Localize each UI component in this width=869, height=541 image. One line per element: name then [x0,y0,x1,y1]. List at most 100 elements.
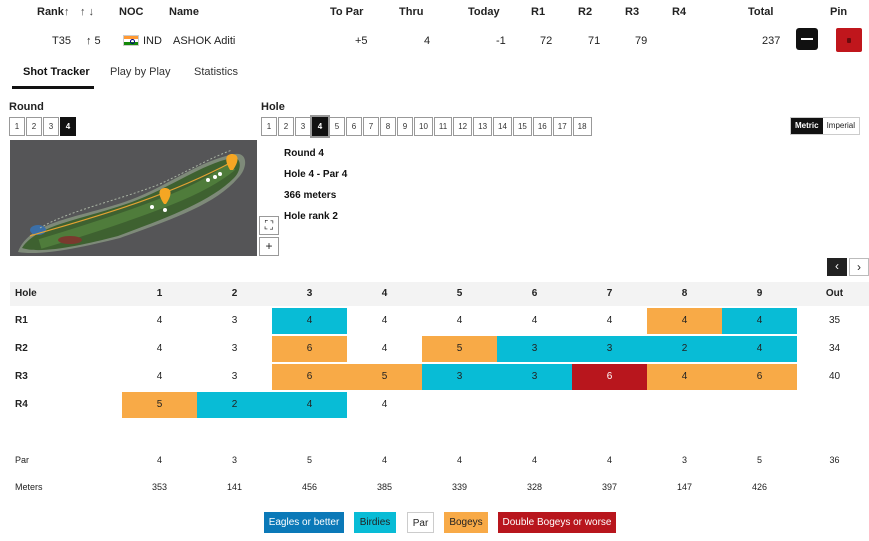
score-cell: 4 [647,364,722,390]
hole-button-13[interactable]: 13 [473,117,493,136]
par-value: 5 [306,455,312,465]
hole-column-6: 6 [531,288,538,299]
rank-header[interactable]: Rank [37,6,64,18]
meters-value: 426 [751,482,768,492]
meters-value: 353 [151,482,168,492]
hole-button-17[interactable]: 17 [552,117,572,136]
hole-button-2[interactable]: 2 [278,117,294,136]
score-cell [722,392,797,418]
par-label: Par [15,455,30,465]
score-cell: 6 [272,364,347,390]
hole-column-header: Hole [15,288,37,299]
hole-map-graphic [10,140,257,256]
rank-movement: ↑ 5 [86,35,101,47]
score-cell: 3 [231,315,238,326]
collapse-button[interactable] [796,28,818,50]
meters-value: 339 [451,482,468,492]
pin-header: Pin [830,6,848,18]
hole-button-4[interactable]: 4 [310,115,330,138]
round-row-label: R1 [15,315,28,326]
hole-button-5[interactable]: 5 [329,117,345,136]
prev-arrow-icon[interactable]: ‹ [827,258,847,276]
score-cell [422,392,497,418]
score-cell: 4 [272,392,347,418]
par-out: 36 [829,455,840,465]
hole-button-18[interactable]: 18 [572,117,592,136]
hole-button-9[interactable]: 9 [397,117,413,136]
par-value: 3 [681,455,687,465]
hole-button-1[interactable]: 1 [261,117,277,136]
hole-button-6[interactable]: 6 [346,117,362,136]
round-row-label: R3 [15,371,28,382]
move-sort-icon[interactable]: ↑ ↓ [80,6,95,18]
score-cell: 2 [197,392,272,418]
round-button-4[interactable]: 4 [60,117,76,136]
hole-button-7[interactable]: 7 [363,117,379,136]
score-cell: 4 [156,343,163,354]
total-header: Total [748,6,774,18]
score-cell: 2 [647,336,722,362]
meters-value: 141 [226,482,243,492]
round-selector: 1 2 3 4 [9,117,77,136]
out-total-cell: 35 [828,315,841,326]
score-cell: 3 [572,336,647,362]
score-cell: 4 [272,308,347,334]
score-cell: 4 [156,371,163,382]
meters-value: 385 [376,482,393,492]
rank-sort-icon[interactable]: ↑ [64,6,70,18]
player-r2: 71 [588,35,601,47]
score-cell: 4 [381,315,388,326]
round-row-label: R4 [15,399,28,410]
par-value: 4 [381,455,387,465]
hole-button-8[interactable]: 8 [380,117,396,136]
round-button-3[interactable]: 3 [43,117,59,136]
out-column-header: Out [825,288,844,299]
hole-button-15[interactable]: 15 [512,117,532,136]
player-name[interactable]: ASHOK Aditi [173,35,236,47]
par-value: 3 [231,455,237,465]
round-button-1[interactable]: 1 [9,117,25,136]
round-label: Round [9,101,44,113]
out-total-cell: 40 [828,371,841,382]
score-cell: 4 [156,315,163,326]
player-noc: IND [143,35,162,47]
hole-button-14[interactable]: 14 [493,117,512,136]
next-arrow-icon[interactable]: › [849,258,869,276]
score-cell: 5 [422,336,497,362]
hole-column-8: 8 [681,288,688,299]
player-row[interactable]: T35 ↑ 5 IND ASHOK Aditi +5 4 -1 72 71 79… [0,24,869,58]
par-value: 4 [531,455,537,465]
legend-par: Par [407,512,434,533]
tab-play-by-play[interactable]: Play by Play [110,66,171,78]
hole-button-16[interactable]: 16 [532,117,552,136]
imperial-toggle[interactable]: Imperial [826,121,856,130]
legend-double-bogeys: Double Bogeys or worse [498,512,616,533]
scorecard-header [10,282,869,306]
zoom-in-button[interactable]: + [259,237,279,256]
metric-toggle[interactable]: Metric [791,118,823,134]
active-tab-indicator [12,86,94,89]
pin-button[interactable] [836,28,862,52]
tab-shot-tracker[interactable]: Shot Tracker [23,66,90,78]
score-cell: 6 [572,364,647,390]
unit-toggle: Metric Imperial [790,117,861,135]
score-cell [647,392,722,418]
player-total: 237 [762,35,781,47]
hole-button-12[interactable]: 12 [453,117,473,136]
info-round: Round 4 [284,148,324,159]
to-par-header: To Par [330,6,364,18]
thru-header: Thru [399,6,424,18]
expand-map-icon[interactable]: ⛶ [259,216,279,235]
hole-button-3[interactable]: 3 [295,117,311,136]
hole-column-1: 1 [156,288,163,299]
player-r1: 72 [540,35,553,47]
round-button-2[interactable]: 2 [26,117,42,136]
score-cell: 3 [422,364,497,390]
hole-button-11[interactable]: 11 [433,117,453,136]
hole-map[interactable] [10,140,257,256]
info-hole-rank: Hole rank 2 [284,211,338,222]
legend-birdies: Birdies [354,512,396,533]
tab-statistics[interactable]: Statistics [194,66,239,78]
player-r3: 79 [635,35,648,47]
hole-button-10[interactable]: 10 [414,117,433,136]
